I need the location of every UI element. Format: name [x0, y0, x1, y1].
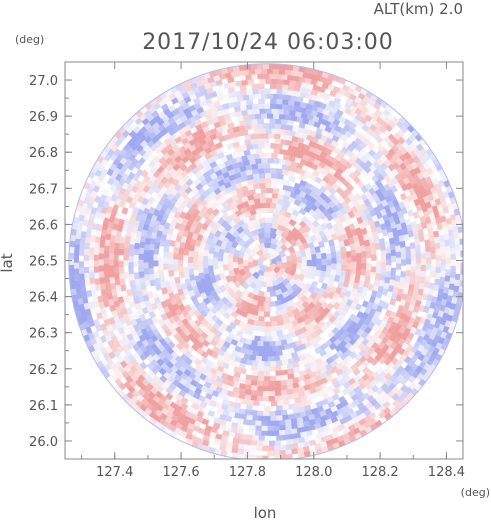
y-tick-label: 26.1	[29, 399, 58, 414]
chart-title: 2017/10/24 06:03:00	[142, 30, 394, 55]
x-axis-label: lon	[254, 504, 277, 521]
x-axis: 127.4 127.6 127.8 128.0 128.2 128.4	[81, 62, 465, 480]
y-axis-label: lat	[0, 253, 16, 272]
y-tick-label: 26.4	[29, 291, 58, 306]
x-axis-unit: (deg)	[461, 486, 490, 499]
y-tick-label: 26.9	[29, 110, 58, 125]
x-tick-label: 127.8	[229, 465, 266, 480]
y-tick-label: 26.7	[29, 182, 58, 197]
y-tick-label: 26.3	[29, 327, 58, 342]
y-tick-label: 27.0	[29, 74, 58, 89]
x-tick-label: 127.4	[96, 465, 133, 480]
y-tick-label: 26.6	[29, 218, 58, 233]
y-axis-unit: (deg)	[15, 33, 44, 46]
x-tick-label: 128.2	[361, 465, 398, 480]
chart-subtitle: ALT(km) 2.0	[374, 0, 463, 18]
x-tick-label: 128.0	[295, 465, 332, 480]
x-tick-label: 128.4	[428, 465, 465, 480]
radar-field	[68, 63, 463, 459]
y-tick-label: 26.5	[29, 255, 58, 270]
y-tick-label: 26.8	[29, 146, 58, 161]
y-axis: 26.0 26.1 26.2 26.3 26.4 26.5 26.6 26.7 26.8 26.9…	[29, 74, 463, 460]
x-tick-label: 127.6	[162, 465, 199, 480]
y-tick-label: 26.0	[29, 435, 58, 450]
y-tick-label: 26.2	[29, 363, 58, 378]
